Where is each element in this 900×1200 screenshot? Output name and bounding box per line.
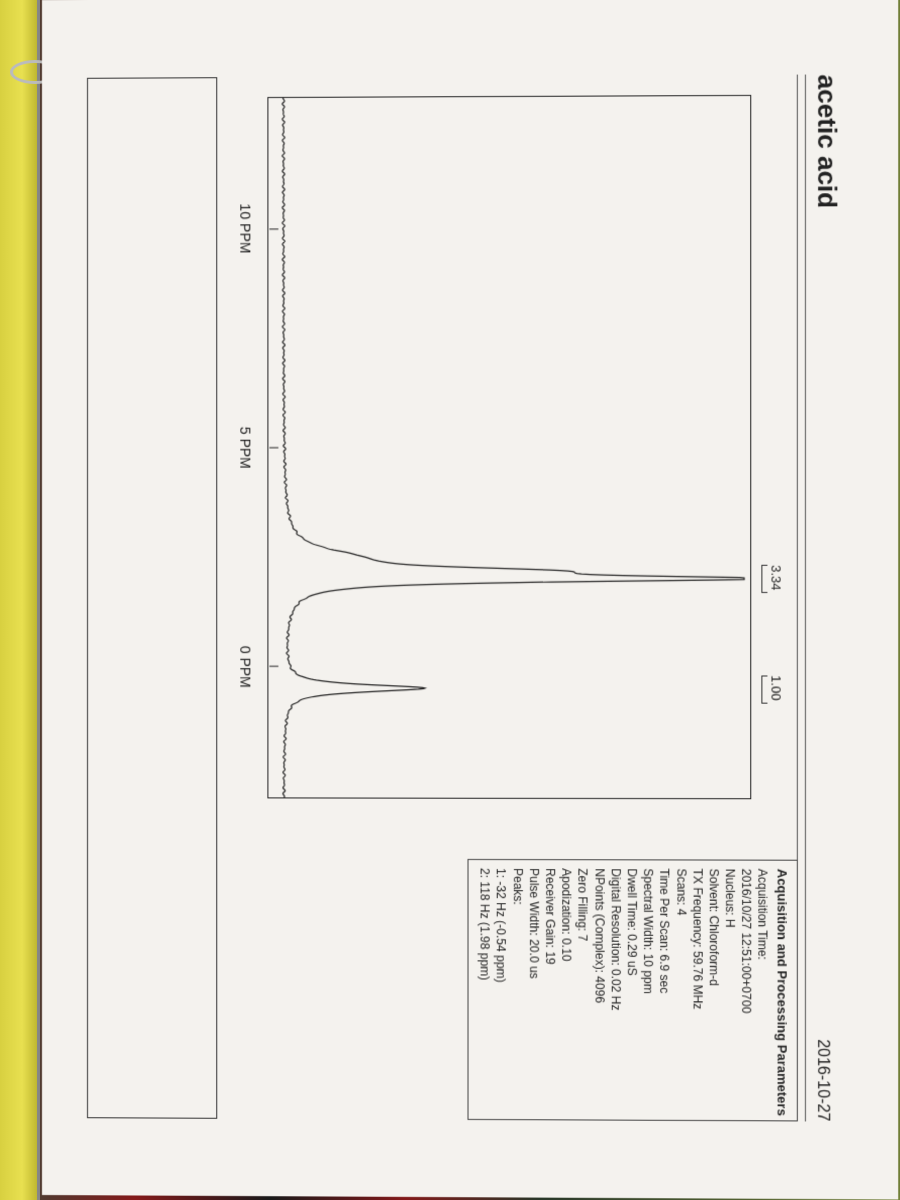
parameter-line: Scans: 4 bbox=[673, 868, 689, 1111]
integration-value: 3.34 bbox=[768, 565, 783, 590]
parameter-line: NPoints (Complex): 4096 bbox=[591, 868, 607, 1111]
spectrum-trace bbox=[282, 95, 744, 797]
integration-bracket bbox=[761, 565, 767, 593]
paper-sheet: acetic acid 2016-10-27 3.34 1.00 Acquisit… bbox=[42, 0, 898, 1199]
parameter-line: Dwell Time: 0.29 uS bbox=[624, 868, 640, 1111]
parameter-line: Zero Filling: 7 bbox=[575, 868, 591, 1111]
parameter-line: Solvent: Chloroform-d bbox=[705, 868, 721, 1111]
parameter-line: 1: -32 Hz (-0.54 ppm) bbox=[493, 868, 509, 1111]
spectrum-plot-frame bbox=[267, 94, 751, 798]
parameters-panel: Acquisition and Processing Parameters Ac… bbox=[468, 858, 798, 1120]
lower-empty-frame bbox=[87, 77, 217, 1119]
parameter-line: Peaks: bbox=[509, 868, 525, 1111]
parameter-line: Receiver Gain: 19 bbox=[542, 868, 558, 1111]
x-axis-labels: 10 PPM 5 PPM 0 PPM bbox=[229, 97, 259, 798]
report-sheet: acetic acid 2016-10-27 3.34 1.00 Acquisit… bbox=[57, 13, 883, 1182]
title-row: acetic acid 2016-10-27 bbox=[811, 74, 842, 1121]
integration-labels-row: 3.34 1.00 bbox=[753, 94, 783, 799]
report-date: 2016-10-27 bbox=[813, 1039, 831, 1121]
parameter-line: 2016/10/27 12:51:00+0700 bbox=[738, 868, 754, 1112]
parameter-line: Pulse Width: 20.0 us bbox=[526, 868, 542, 1111]
spectrum-svg bbox=[268, 95, 750, 797]
compound-title: acetic acid bbox=[811, 74, 842, 208]
parameter-line: Acquisition Time: bbox=[755, 868, 771, 1112]
page-content-rotated: acetic acid 2016-10-27 3.34 1.00 Acquisit… bbox=[57, 13, 883, 1182]
parameter-line: 2: 118 Hz (1.98 ppm) bbox=[477, 868, 493, 1111]
parameter-line: Nucleus: H bbox=[722, 868, 738, 1112]
binder-spine bbox=[0, 0, 40, 1200]
parameter-line: Time Per Scan: 6.9 sec bbox=[656, 868, 672, 1111]
axis-tick-label: 0 PPM bbox=[237, 645, 253, 687]
parameter-line: TX Frequency: 59.76 MHz bbox=[689, 868, 705, 1111]
axis-tick-label: 5 PPM bbox=[237, 426, 253, 468]
parameter-line: Spectral Width: 10 ppm bbox=[640, 868, 656, 1111]
rule-line bbox=[805, 74, 806, 1121]
parameters-heading: Acquisition and Processing Parameters bbox=[773, 868, 791, 1112]
integration-bracket bbox=[761, 675, 767, 703]
parameters-list: Acquisition Time:2016/10/27 12:51:00+070… bbox=[477, 868, 771, 1112]
axis-tick-label: 10 PPM bbox=[237, 203, 253, 253]
parameter-line: Apodization: 0.10 bbox=[558, 868, 574, 1111]
integration-value: 1.00 bbox=[768, 675, 783, 700]
parameter-line: Digital Resolution: 0.02 Hz bbox=[607, 868, 623, 1111]
